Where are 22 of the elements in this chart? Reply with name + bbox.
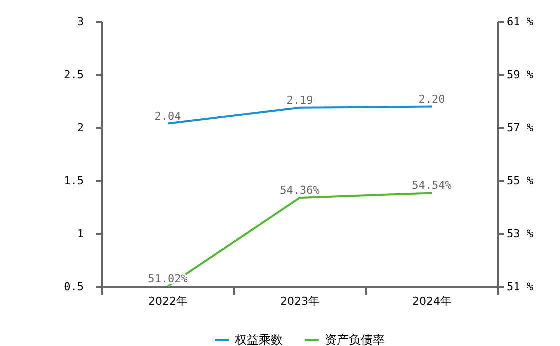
y-tick-label: 2.5 [64, 68, 84, 82]
data-label: 2.19 [286, 94, 314, 107]
x-tick-label: 2024年 [412, 294, 452, 308]
data-label: 2.04 [154, 110, 182, 123]
y2-tick-label: 61 % [507, 16, 534, 29]
x-tick-label: 2022年 [148, 294, 188, 308]
y2-tick-label: 57 % [507, 122, 534, 135]
y-tick-label: 3 [77, 16, 84, 29]
y2-tick-label: 53 % [507, 228, 534, 241]
y2-tick-label: 51 % [507, 280, 534, 294]
data-label: 54.36% [280, 184, 320, 197]
data-label: 2.20 [418, 92, 446, 106]
y-tick-label: 1 [77, 228, 84, 241]
y2-tick-label: 55 % [507, 174, 534, 188]
y2-tick-label: 59 % [507, 68, 534, 82]
legend-label: 权益乘数 [234, 333, 283, 346]
y-tick-label: 0.5 [64, 280, 84, 294]
data-label: 54.54% [412, 179, 452, 192]
legend-label: 资产负债率 [325, 333, 385, 346]
x-tick-label: 2023年 [280, 294, 320, 308]
y-tick-label: 1.5 [64, 174, 84, 188]
y-tick-label: 2 [77, 122, 84, 135]
